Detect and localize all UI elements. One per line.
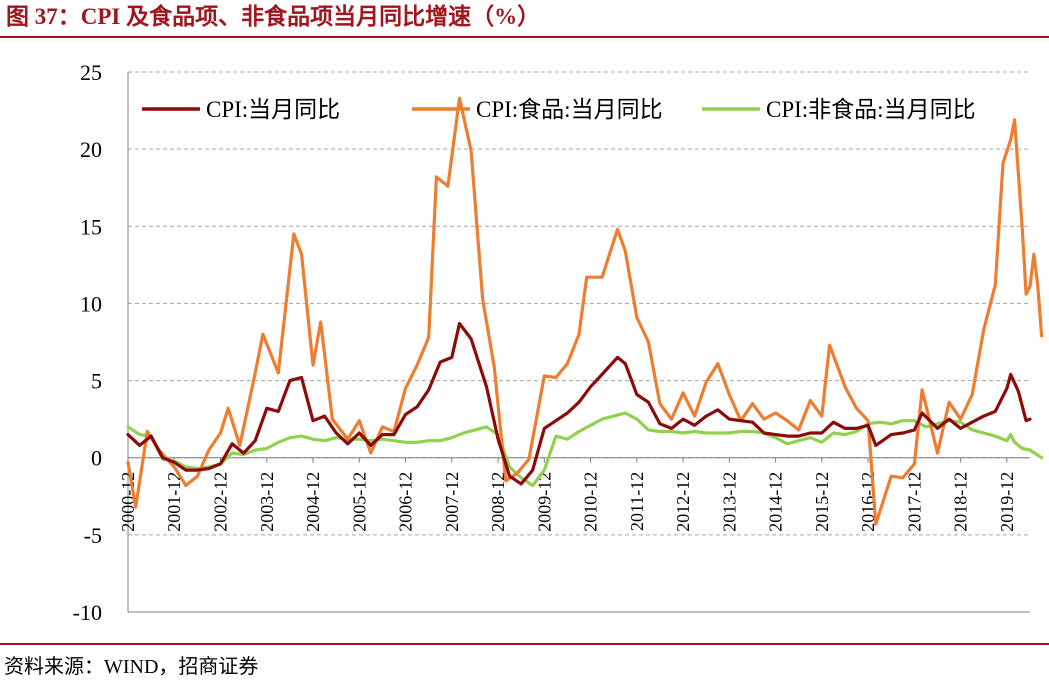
series-line <box>126 96 1044 526</box>
x-tick-label: 2001-12 <box>164 472 184 532</box>
series-line <box>126 321 1032 486</box>
axes <box>127 72 1030 613</box>
x-tick-label: 2004-12 <box>303 472 323 532</box>
y-tick-label: -5 <box>84 523 102 548</box>
legend: CPI:当月同比 CPI:食品:当月同比 CPI:非食品:当月同比 <box>142 97 976 122</box>
y-tick-label: 5 <box>91 369 102 394</box>
legend-entry: CPI:非食品:当月同比 <box>766 97 976 122</box>
x-tick-label: 2011-12 <box>627 472 647 531</box>
x-tick-label: 2003-12 <box>257 472 277 532</box>
y-tick-label: 15 <box>80 214 102 239</box>
x-tick-label: 2012-12 <box>673 472 693 532</box>
y-tick-label: -10 <box>73 600 102 625</box>
chart-title: 图 37：CPI 及食品项、非食品项当月同比增速（%） <box>6 4 541 29</box>
source-note: 资料来源：WIND，招商证券 <box>4 656 259 678</box>
legend-entry: CPI:当月同比 <box>206 97 340 122</box>
x-tick-label: 2010-12 <box>581 472 601 532</box>
x-tick-label: 2002-12 <box>211 472 231 532</box>
source-rule <box>0 643 1049 645</box>
x-tick-label: 2006-12 <box>396 472 416 532</box>
x-axis-ticks: 2000-12 2001-12 2002-12 2003-12 2004-12 2005-… <box>118 457 1017 532</box>
series-line <box>126 411 1044 488</box>
x-tick-label: 2009-12 <box>534 472 554 532</box>
x-tick-label: 2017-12 <box>904 472 924 532</box>
y-tick-label: 0 <box>91 446 102 471</box>
x-tick-label: 2013-12 <box>719 472 739 532</box>
x-tick-label: 2007-12 <box>442 472 462 532</box>
series-lines <box>126 96 1044 526</box>
x-tick-label: 2019-12 <box>997 472 1017 532</box>
x-tick-label: 2005-12 <box>349 472 369 532</box>
y-tick-label: 20 <box>80 137 102 162</box>
x-tick-label: 2014-12 <box>766 472 786 532</box>
y-axis-ticks: -10 -5 0 5 10 15 20 25 <box>73 60 102 625</box>
y-tick-label: 25 <box>80 60 102 85</box>
x-tick-label: 2018-12 <box>951 472 971 532</box>
grid-lines <box>128 71 1030 536</box>
y-tick-label: 10 <box>80 291 102 316</box>
title-rule <box>0 36 1049 38</box>
legend-entry: CPI:食品:当月同比 <box>476 97 663 122</box>
x-tick-label: 2015-12 <box>812 472 832 532</box>
x-tick-label: 2008-12 <box>488 472 508 532</box>
